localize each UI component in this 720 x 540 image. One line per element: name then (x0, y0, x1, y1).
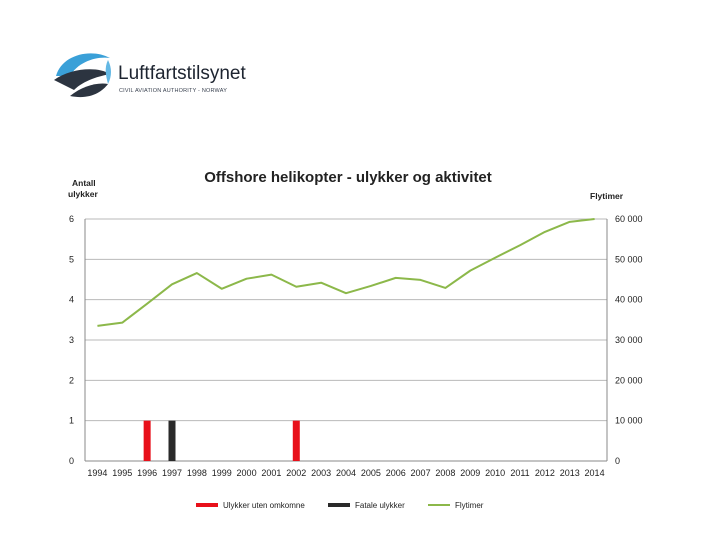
bar-fatal (168, 420, 176, 461)
x-tick-label: 2000 (237, 468, 257, 478)
right-tick-label: 60 000 (615, 214, 643, 224)
x-tick-label: 2013 (560, 468, 580, 478)
legend-label: Fatale ulykker (355, 501, 405, 510)
x-tick-label: 2012 (535, 468, 555, 478)
brand-name: Luftfartstilsynet (118, 63, 246, 84)
left-axis-label-line2: ulykker (68, 189, 98, 199)
accident-bars (143, 420, 300, 461)
luftfartstilsynet-logo: Luftfartstilsynet CIVIL AVIATION AUTHORI… (54, 53, 246, 98)
x-tick-label: 1995 (112, 468, 132, 478)
x-tick-label: 2014 (585, 468, 605, 478)
left-tick-label: 5 (69, 254, 74, 264)
x-tick-label: 2004 (336, 468, 356, 478)
legend: Ulykker uten omkomne Fatale ulykker Flytim… (196, 501, 484, 510)
legend-label: Ulykker uten omkomne (223, 501, 305, 510)
x-tick-label: 2003 (311, 468, 331, 478)
right-axis-label: Flytimer (590, 191, 624, 201)
right-tick-label: 30 000 (615, 335, 643, 345)
x-tick-label: 2002 (286, 468, 306, 478)
line-flight-hours (97, 218, 595, 327)
x-tick-label: 2001 (261, 468, 281, 478)
bar-accident_no_fatal (292, 420, 300, 461)
logo-emblem-icon (54, 53, 111, 98)
chart-title: Offshore helikopter - ulykker og aktivit… (204, 169, 492, 186)
x-tick-label: 1997 (162, 468, 182, 478)
x-tick-label: 1996 (137, 468, 157, 478)
right-tick-label: 50 000 (615, 254, 643, 264)
left-tick-label: 0 (69, 456, 74, 466)
legend-label: Flytimer (455, 501, 484, 510)
x-tick-label: 2006 (386, 468, 406, 478)
right-tick-label: 40 000 (615, 295, 643, 305)
legend-swatch (328, 503, 350, 507)
left-tick-label: 1 (69, 416, 74, 426)
x-tick-label: 2008 (435, 468, 455, 478)
gridlines (84, 218, 608, 462)
legend-swatch (196, 503, 218, 507)
left-axis-label-line1: Antall (72, 178, 96, 188)
x-tick-label: 1999 (212, 468, 232, 478)
x-tick-label: 1998 (187, 468, 207, 478)
x-tick-label: 2010 (485, 468, 505, 478)
right-tick-label: 20 000 (615, 375, 643, 385)
right-tick-label: 0 (615, 456, 620, 466)
left-tick-label: 2 (69, 375, 74, 385)
left-tick-label: 4 (69, 295, 74, 305)
right-tick-label: 10 000 (615, 416, 643, 426)
left-tick-label: 3 (69, 335, 74, 345)
x-tick-label: 2007 (411, 468, 431, 478)
left-tick-label: 6 (69, 214, 74, 224)
flight-hours-line (97, 218, 595, 327)
left-axis-ticks: 0 1 2 3 4 5 6 (69, 214, 74, 466)
x-tick-label: 2005 (361, 468, 381, 478)
bar-accident_no_fatal (143, 420, 151, 461)
x-tick-label: 2009 (460, 468, 480, 478)
brand-subtitle: CIVIL AVIATION AUTHORITY - NORWAY (119, 88, 227, 94)
x-tick-label: 2011 (510, 468, 529, 478)
x-tick-label: 1994 (87, 468, 107, 478)
x-axis-ticks: 1994 1995 1996 1997 1998 1999 2000 2001 2002 2003… (87, 468, 604, 478)
right-axis-ticks: 0 10 000 20 000 30 000 40 000 50 000 60 000 (615, 214, 643, 466)
